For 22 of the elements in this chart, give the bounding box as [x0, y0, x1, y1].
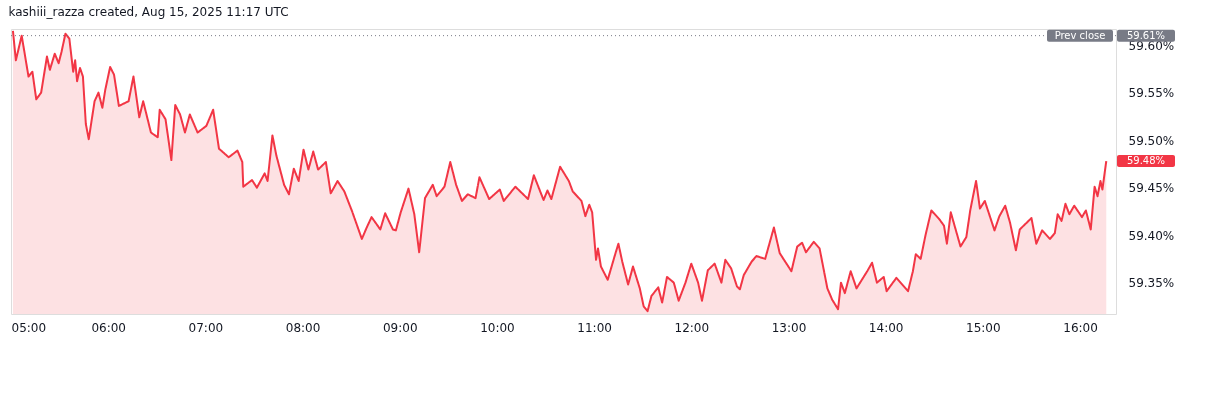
- x-tick-label: 16:00: [1063, 320, 1098, 335]
- x-tick-label: 09:00: [382, 320, 418, 335]
- x-tick-label: 14:00: [868, 320, 904, 335]
- text: kashiii_razza created, Aug 15, 2025 11:17 UTC: [8, 5, 289, 19]
- x-tick-label: 10:00: [480, 320, 515, 335]
- y-tick-label: 59.50%: [1128, 133, 1175, 148]
- ref-line-label: Prev close: [1054, 29, 1106, 41]
- x-tick-label: 07:00: [188, 320, 224, 335]
- y-tick-label: 59.35%: [1128, 276, 1175, 291]
- x-tick-label: 06:00: [91, 320, 126, 335]
- x-tick-label: 13:00: [771, 320, 807, 335]
- x-tick-label: 05:00: [11, 320, 47, 335]
- y-tick-label: 59.55%: [1128, 86, 1175, 101]
- y-tick-label: 59.40%: [1128, 228, 1175, 243]
- y-tick-label: 59.60%: [1128, 38, 1175, 53]
- text: 59.61%: [1126, 29, 1166, 41]
- x-tick-label: 11:00: [577, 320, 612, 335]
- x-tick-label: 15:00: [966, 320, 1001, 335]
- x-tick-label: 12:00: [674, 320, 710, 335]
- x-tick-label: 08:00: [285, 320, 321, 335]
- y-tick-label: 59.45%: [1128, 181, 1175, 196]
- text: 59.48%: [1126, 155, 1166, 167]
